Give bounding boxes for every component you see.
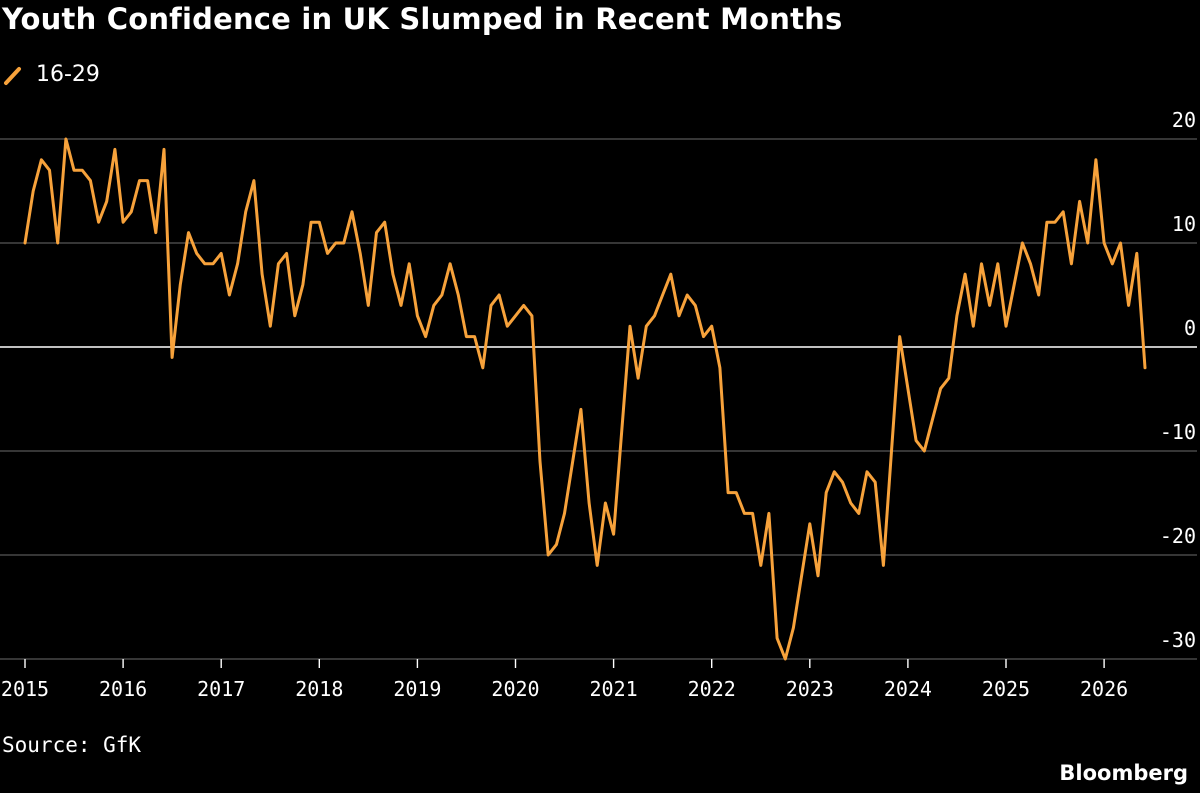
x-tick-label: 2022 xyxy=(688,677,736,701)
x-tick-label: 2025 xyxy=(982,677,1030,701)
x-tick-label: 2017 xyxy=(197,677,245,701)
x-tick-label: 2023 xyxy=(786,677,834,701)
x-tick-label: 2016 xyxy=(99,677,147,701)
legend: 16-29 xyxy=(2,62,100,87)
y-axis: 20 10 0 -10 -20 -30 xyxy=(1160,108,1196,652)
source-note: Source: GfK xyxy=(2,733,142,757)
y-tick-label: 10 xyxy=(1172,212,1196,236)
y-tick-label: -10 xyxy=(1160,420,1196,444)
y-tick-label: -30 xyxy=(1160,628,1196,652)
y-tick-label: 0 xyxy=(1184,316,1196,340)
y-tick-label: -20 xyxy=(1160,524,1196,548)
legend-label: 16-29 xyxy=(36,62,100,87)
x-axis: 2015 2016 2017 2018 2019 2020 2021 2022 2023 2024… xyxy=(1,659,1128,701)
x-tick-label: 2024 xyxy=(884,677,932,701)
chart-title: Youth Confidence in UK Slumped in Recent… xyxy=(2,2,843,36)
x-tick-label: 2020 xyxy=(491,677,539,701)
legend-swatch-icon xyxy=(4,66,21,85)
x-tick-label: 2015 xyxy=(1,677,49,701)
series-line-16-29 xyxy=(23,137,1147,661)
y-tick-label: 20 xyxy=(1172,108,1196,132)
x-tick-label: 2018 xyxy=(295,677,343,701)
x-tick-label: 2019 xyxy=(393,677,441,701)
series-group xyxy=(23,137,1147,661)
brand-logo: Bloomberg xyxy=(1059,761,1188,785)
x-tick-label: 2021 xyxy=(590,677,638,701)
gridlines xyxy=(0,138,1197,660)
x-tick-label: 2026 xyxy=(1080,677,1128,701)
